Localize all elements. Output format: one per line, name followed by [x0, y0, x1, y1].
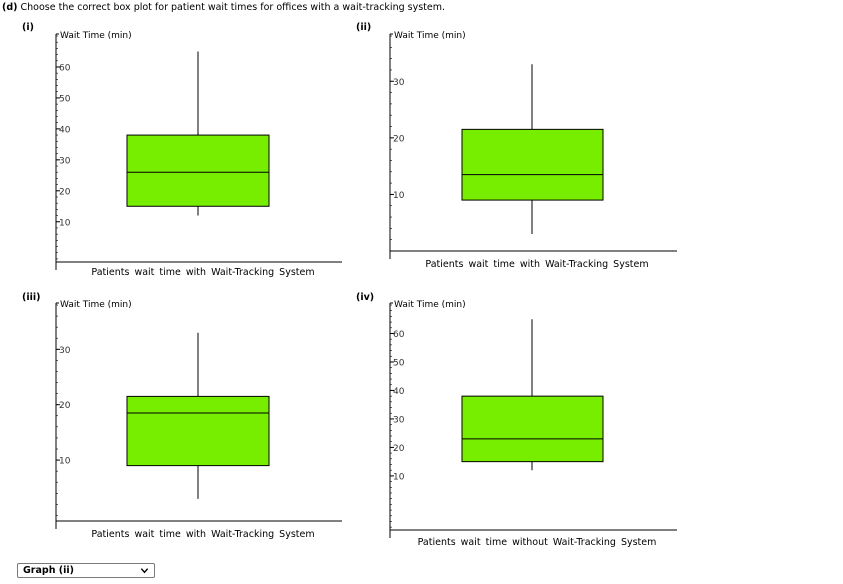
- y-tick-label: 30: [393, 415, 405, 425]
- y-tick-label: 20: [393, 134, 405, 144]
- iqr-box: [461, 128, 604, 201]
- x-axis-title: Patients wait time without Wait-Tracking…: [418, 537, 657, 548]
- iqr-box: [461, 395, 604, 463]
- y-tick-label: 40: [393, 387, 405, 397]
- y-axis-title: Wait Time (min): [394, 31, 466, 41]
- y-tick-label: 20: [59, 187, 71, 197]
- panel-label-i: (i): [22, 22, 34, 33]
- y-axis-title: Wait Time (min): [394, 300, 466, 310]
- question-tag: (d): [2, 2, 18, 13]
- y-tick-label: 10: [59, 218, 71, 228]
- y-axis-title: Wait Time (min): [60, 31, 132, 41]
- box-plot-ii[interactable]: 10 20 30 Wait Time (min) Patients wait time …: [375, 28, 677, 273]
- box-plot-iv[interactable]: 10 20 30 40 50 60 Wait Time (min) Patients wait…: [375, 297, 677, 551]
- y-tick-label: 40: [59, 125, 71, 135]
- y-tick-label: 30: [59, 156, 71, 166]
- x-axis-title: Patients wait time with Wait-Tracking Sy…: [425, 259, 648, 270]
- x-axis-title: Patients wait time with Wait-Tracking Sy…: [91, 267, 314, 278]
- y-tick-label: 30: [393, 78, 405, 88]
- chevron-down-icon: [140, 568, 149, 574]
- iqr-box: [126, 134, 270, 207]
- question-body: Choose the correct box plot for patient …: [20, 2, 446, 13]
- y-tick-label: 60: [393, 330, 405, 340]
- box-plot-iii[interactable]: 10 20 30 Wait Time (min) Patients wait time …: [40, 297, 342, 542]
- y-tick-label: 60: [59, 63, 71, 73]
- y-tick-label: 10: [393, 472, 405, 482]
- y-tick-label: 10: [393, 191, 405, 201]
- y-tick-label: 10: [59, 457, 71, 467]
- graph-select[interactable]: Graph (ii): [17, 563, 155, 578]
- box-plot-i[interactable]: 10 20 30 40 50 60 Wait Time (min) Patients wait…: [40, 28, 342, 280]
- y-axis-title: Wait Time (min): [60, 300, 132, 310]
- graph-select-value: Graph (ii): [23, 565, 74, 576]
- question-text: (d) Choose the correct box plot for pati…: [2, 2, 445, 13]
- y-tick-label: 20: [59, 401, 71, 411]
- panel-label-iii: (iii): [22, 292, 41, 303]
- y-tick-label: 20: [393, 444, 405, 454]
- y-tick-label: 50: [59, 94, 71, 104]
- x-axis-title: Patients wait time with Wait-Tracking Sy…: [91, 529, 314, 540]
- y-tick-label: 30: [59, 346, 71, 356]
- panel-label-iv: (iv): [356, 292, 375, 303]
- panel-label-ii: (ii): [356, 22, 372, 33]
- iqr-box: [126, 395, 270, 467]
- y-tick-label: 50: [393, 358, 405, 368]
